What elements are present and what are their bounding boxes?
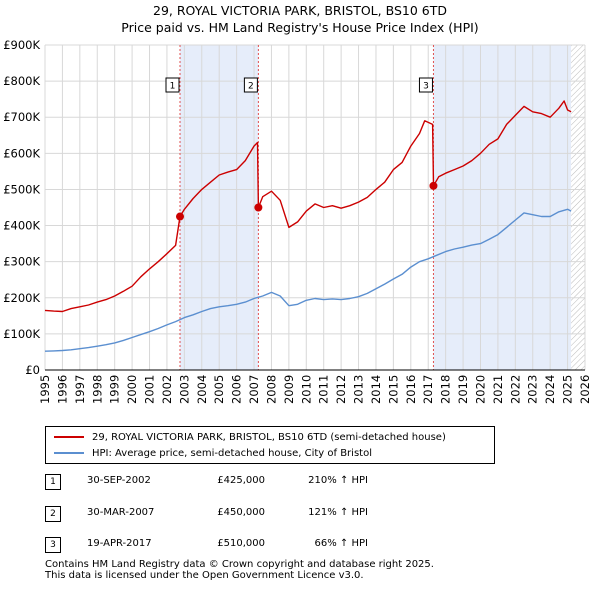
x-tick-label: 2009 <box>282 375 296 404</box>
x-tick-label: 2015 <box>386 375 400 404</box>
x-tick-label: 1997 <box>73 375 87 404</box>
chart-title-line2: Price paid vs. HM Land Registry's House … <box>121 20 479 35</box>
x-tick-label: 1999 <box>108 375 122 404</box>
y-tick-label: £0 <box>25 363 40 377</box>
footer-notice: Contains HM Land Registry data © Crown c… <box>45 559 434 581</box>
chart-legend: 29, ROYAL VICTORIA PARK, BRISTOL, BS10 6… <box>45 426 495 464</box>
x-tick-label: 2026 <box>578 375 592 404</box>
sale-number-badge: 1 <box>45 474 61 490</box>
sale-date: 30-SEP-2002 <box>87 475 151 486</box>
x-tick-label: 2008 <box>264 375 278 404</box>
sale-price: £450,000 <box>217 507 265 518</box>
x-tick-label: 2006 <box>230 375 244 404</box>
x-tick-label: 1995 <box>38 375 52 404</box>
x-tick-label: 2002 <box>160 375 174 404</box>
legend-label-property: 29, ROYAL VICTORIA PARK, BRISTOL, BS10 6… <box>92 431 446 443</box>
sale-price: £425,000 <box>217 475 265 486</box>
x-tick-label: 2007 <box>247 375 261 404</box>
x-tick-label: 2023 <box>526 375 540 404</box>
x-tick-label: 2005 <box>212 375 226 404</box>
sale-number-box <box>165 77 180 93</box>
x-tick-label: 1998 <box>90 375 104 404</box>
legend-item-property: 29, ROYAL VICTORIA PARK, BRISTOL, BS10 6… <box>54 430 446 444</box>
x-tick-label: 2017 <box>421 375 435 404</box>
sale-hpi-change: 210% ↑ HPI <box>308 475 368 486</box>
legend-label-hpi: HPI: Average price, semi-detached house,… <box>92 447 372 459</box>
y-tick-label: £900K <box>3 38 40 52</box>
footer-copyright: Contains HM Land Registry data © Crown c… <box>45 559 434 570</box>
y-tick-label: £200K <box>3 291 40 305</box>
y-tick-label: £100K <box>3 327 40 341</box>
y-tick-label: £800K <box>3 74 40 88</box>
x-tick-label: 2014 <box>369 375 383 404</box>
x-tick-label: 2010 <box>299 375 313 404</box>
sale-date: 19-APR-2017 <box>87 538 152 549</box>
sale-price: £510,000 <box>217 538 265 549</box>
property-price-line <box>44 100 572 313</box>
y-tick-label: £700K <box>3 110 40 124</box>
sale-number-label: 3 <box>423 82 429 92</box>
sale-number-badge: 3 <box>45 537 61 553</box>
y-tick-label: £600K <box>3 146 40 160</box>
x-tick-label: 2001 <box>143 375 157 404</box>
x-tick-label: 2018 <box>439 375 453 404</box>
hatched-period <box>571 45 585 370</box>
sale-number-box <box>243 77 258 93</box>
sale-number-label: 2 <box>248 82 254 92</box>
sale-number-badge: 2 <box>45 506 61 522</box>
legend-swatch-hpi <box>54 452 84 454</box>
sale-number-label: 1 <box>170 82 176 92</box>
x-tick-label: 2016 <box>404 375 418 404</box>
x-tick-label: 2003 <box>177 375 191 404</box>
x-tick-label: 2025 <box>561 375 575 404</box>
chart-title-line1: 29, ROYAL VICTORIA PARK, BRISTOL, BS10 6… <box>153 3 447 18</box>
footer-licence: This data is licensed under the Open Gov… <box>45 570 364 581</box>
sale-date: 30-MAR-2007 <box>87 507 155 518</box>
shaded-period <box>433 45 572 370</box>
sale-hpi-change: 121% ↑ HPI <box>308 507 368 518</box>
x-tick-label: 2013 <box>352 375 366 404</box>
sale-point <box>429 181 438 190</box>
sale-point <box>254 203 263 212</box>
legend-swatch-property <box>54 436 84 438</box>
x-tick-label: 2012 <box>334 375 348 404</box>
price-chart: 1 2 3 £0 £100K £200K £300K £400K £500K £600K £700… <box>3 38 592 404</box>
x-tick-label: 2019 <box>456 375 470 404</box>
legend-item-hpi: HPI: Average price, semi-detached house,… <box>54 446 372 460</box>
x-tick-label: 2011 <box>317 375 331 404</box>
hpi-line <box>44 208 572 352</box>
x-tick-label: 2000 <box>125 375 139 404</box>
x-tick-label: 1996 <box>55 375 69 404</box>
y-tick-label: £400K <box>3 219 40 233</box>
x-tick-label: 2022 <box>508 375 522 404</box>
x-tick-label: 2004 <box>195 375 209 404</box>
x-tick-label: 2021 <box>491 375 505 404</box>
sale-hpi-change: 66% ↑ HPI <box>314 538 368 549</box>
y-tick-label: £500K <box>3 182 40 196</box>
x-tick-label: 2024 <box>543 375 557 404</box>
sale-point <box>176 212 184 221</box>
y-tick-label: £300K <box>3 255 40 269</box>
x-tick-label: 2020 <box>473 375 487 404</box>
sale-number-box <box>418 77 433 93</box>
